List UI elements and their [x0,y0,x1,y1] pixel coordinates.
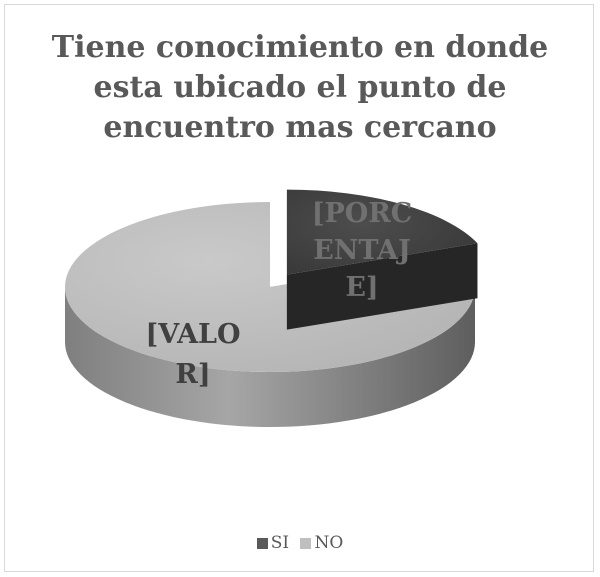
data-label-no-line-2: R] [175,359,210,390]
pie-slices [64,189,478,427]
legend-item-no: NO [300,533,343,553]
data-label-si-line-1: [PORC [312,198,413,229]
data-label-si-line-3: E] [345,272,378,303]
data-label-si: [PORC ENTAJ E] [312,198,413,303]
data-label-no: [VALO R] [145,319,240,390]
chart-legend: SI NO [0,532,600,553]
legend-label-no: NO [314,532,344,553]
data-label-no-line-1: [VALO [145,319,240,350]
legend-item-si: SI [256,532,290,553]
legend-swatch-si [256,537,268,549]
chart-title-line-1: Tiene conocimiento en donde [51,30,549,65]
chart-title-line-2: esta ubicado el punto de [93,70,507,105]
chart-title: Tiene conocimiento en donde esta ubicado… [0,28,600,148]
chart-title-line-3: encuentro mas cercano [103,110,497,145]
pie-side-no [65,287,475,427]
pie-slice-si [286,189,478,275]
pie-cut-si-end [286,243,478,330]
pie-data-labels: [PORC ENTAJ E] [VALO R] [145,198,412,390]
pie-slice-no [64,202,475,372]
legend-swatch-no [300,537,312,549]
legend-label-si: SI [270,532,290,553]
data-label-si-line-2: ENTAJ [313,235,411,266]
